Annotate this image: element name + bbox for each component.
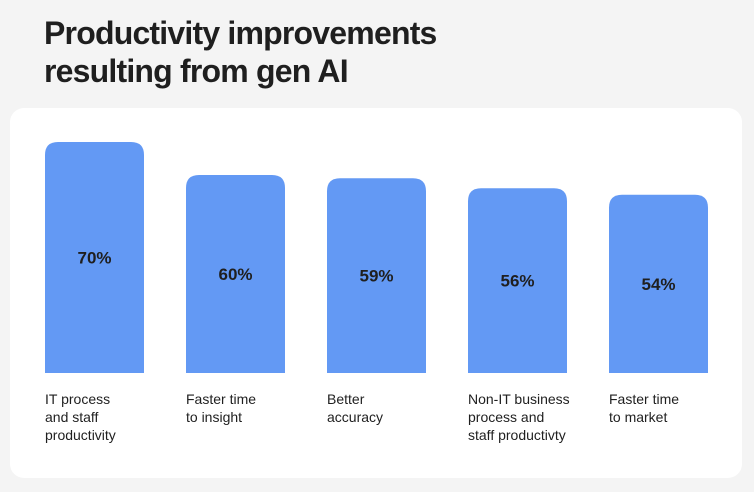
bar-chart: 70% 60% 59% 56% 54% <box>45 142 708 373</box>
data-label-4: 56% <box>500 272 534 291</box>
bar-5 <box>609 194 708 373</box>
bar-2 <box>186 175 285 373</box>
data-label-3: 59% <box>359 267 393 286</box>
category-label-5-line-2: to market <box>609 409 668 425</box>
category-label-2-line-2: to insight <box>186 409 243 425</box>
category-label-1-line-1: IT process <box>45 391 111 407</box>
data-label-1: 70% <box>77 249 111 268</box>
category-label-3: Better accuracy <box>327 390 467 426</box>
bar-1 <box>45 142 144 373</box>
data-label-2: 60% <box>218 265 252 284</box>
chart-card: 70% 60% 59% 56% 54% IT process and staff produ… <box>10 108 742 478</box>
category-label-2: Faster time to insight <box>186 390 326 426</box>
chart-title-line-1: Productivity improvements <box>44 15 437 51</box>
category-label-1-line-2: and staff <box>45 409 99 425</box>
category-label-3-line-1: Better <box>327 391 365 407</box>
chart-title: Productivity improvements resulting from… <box>44 14 604 90</box>
category-label-4: Non-IT business process and staff producti… <box>468 390 608 444</box>
category-label-2-line-1: Faster time <box>186 391 257 407</box>
bar-3 <box>327 178 426 373</box>
category-label-1: IT process and staff productivity <box>45 390 185 444</box>
category-label-1-line-3: productivity <box>45 427 116 443</box>
category-label-5: Faster time to market <box>609 390 749 426</box>
category-label-4-line-2: process and <box>468 409 545 425</box>
data-label-5: 54% <box>641 275 675 294</box>
category-label-4-line-1: Non-IT business <box>468 391 570 407</box>
category-label-4-line-3: staff productivty <box>468 427 566 443</box>
bar-4 <box>468 188 567 373</box>
category-label-3-line-2: accuracy <box>327 409 384 425</box>
chart-title-line-2: resulting from gen AI <box>44 53 349 89</box>
category-label-5-line-1: Faster time <box>609 391 680 407</box>
